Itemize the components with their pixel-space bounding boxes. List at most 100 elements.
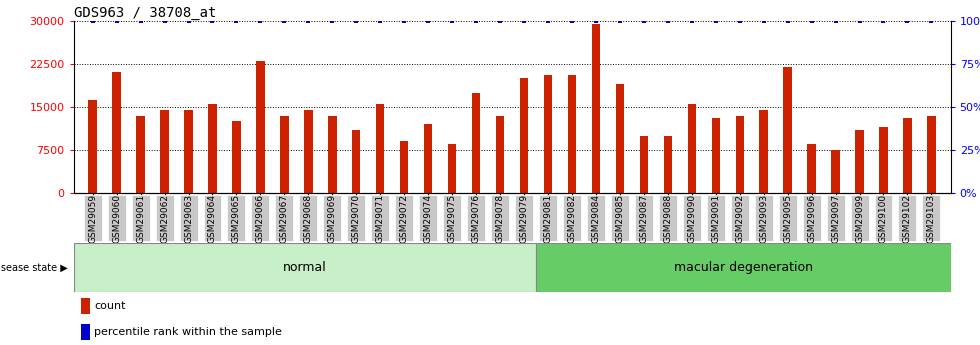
Text: GSM29097: GSM29097: [831, 194, 840, 243]
Bar: [299, 195, 318, 241]
Bar: [755, 195, 772, 241]
Point: [684, 18, 700, 23]
Text: GSM29093: GSM29093: [760, 194, 768, 243]
Bar: [328, 116, 336, 193]
Bar: [879, 127, 888, 193]
Bar: [736, 116, 744, 193]
Bar: [659, 195, 677, 241]
Bar: [567, 75, 576, 193]
Bar: [904, 118, 911, 193]
Point: [708, 18, 723, 23]
Text: GSM29060: GSM29060: [112, 194, 122, 243]
Text: macular degeneration: macular degeneration: [674, 261, 812, 274]
Text: GSM29078: GSM29078: [496, 194, 505, 243]
Point: [468, 18, 484, 23]
Bar: [131, 195, 150, 241]
Point: [132, 18, 148, 23]
Bar: [592, 23, 600, 193]
Point: [540, 18, 556, 23]
Text: GSM29100: GSM29100: [879, 194, 888, 243]
Bar: [74, 243, 536, 292]
Bar: [227, 195, 245, 241]
Point: [588, 18, 604, 23]
Bar: [209, 104, 217, 193]
Bar: [113, 72, 121, 193]
Bar: [779, 195, 797, 241]
Bar: [161, 110, 169, 193]
Text: GSM29090: GSM29090: [687, 194, 696, 243]
Text: GSM29091: GSM29091: [711, 194, 720, 243]
Bar: [856, 130, 863, 193]
Text: GSM29069: GSM29069: [328, 194, 337, 243]
Bar: [448, 144, 457, 193]
Bar: [536, 243, 951, 292]
Bar: [519, 78, 528, 193]
Point: [876, 18, 892, 23]
Text: GDS963 / 38708_at: GDS963 / 38708_at: [74, 6, 216, 20]
Text: GSM29063: GSM29063: [184, 194, 193, 243]
Bar: [108, 195, 125, 241]
Text: GSM29061: GSM29061: [136, 194, 145, 243]
Point: [324, 18, 340, 23]
Bar: [376, 104, 384, 193]
Bar: [826, 195, 845, 241]
Bar: [400, 141, 409, 193]
Point: [516, 18, 532, 23]
Bar: [683, 195, 701, 241]
Bar: [491, 195, 509, 241]
Bar: [635, 195, 653, 241]
Bar: [563, 195, 581, 241]
Bar: [611, 195, 629, 241]
Bar: [275, 195, 293, 241]
Text: GSM29066: GSM29066: [256, 194, 265, 243]
Bar: [80, 324, 89, 339]
Point: [660, 18, 675, 23]
Text: GSM29095: GSM29095: [783, 194, 792, 243]
Text: GSM29059: GSM29059: [88, 194, 97, 243]
Text: GSM29096: GSM29096: [808, 194, 816, 243]
Bar: [352, 130, 361, 193]
Bar: [783, 67, 792, 193]
Point: [85, 18, 101, 23]
Point: [157, 18, 172, 23]
Text: GSM29076: GSM29076: [471, 194, 480, 243]
Point: [612, 18, 628, 23]
Point: [420, 18, 436, 23]
Text: count: count: [94, 301, 125, 311]
Point: [756, 18, 771, 23]
Bar: [851, 195, 868, 241]
Bar: [467, 195, 485, 241]
Bar: [922, 195, 941, 241]
Point: [180, 18, 196, 23]
Text: GSM29064: GSM29064: [208, 194, 217, 243]
Bar: [443, 195, 462, 241]
Text: GSM29067: GSM29067: [280, 194, 289, 243]
Bar: [184, 110, 193, 193]
Text: GSM29075: GSM29075: [448, 194, 457, 243]
Bar: [83, 195, 102, 241]
Bar: [615, 84, 624, 193]
Point: [228, 18, 244, 23]
Point: [396, 18, 412, 23]
Text: percentile rank within the sample: percentile rank within the sample: [94, 327, 282, 337]
Bar: [544, 75, 552, 193]
Point: [372, 18, 388, 23]
Bar: [874, 195, 893, 241]
Point: [780, 18, 796, 23]
Bar: [88, 100, 97, 193]
Point: [253, 18, 269, 23]
Point: [732, 18, 748, 23]
Bar: [640, 136, 648, 193]
Text: GSM29102: GSM29102: [903, 194, 912, 243]
Bar: [803, 195, 820, 241]
Bar: [136, 116, 145, 193]
Bar: [496, 116, 505, 193]
Bar: [760, 110, 768, 193]
Text: GSM29088: GSM29088: [663, 194, 672, 243]
Text: GSM29099: GSM29099: [855, 194, 864, 243]
Bar: [280, 116, 288, 193]
Bar: [831, 150, 840, 193]
Point: [349, 18, 365, 23]
Bar: [688, 104, 696, 193]
Text: GSM29092: GSM29092: [735, 194, 744, 243]
